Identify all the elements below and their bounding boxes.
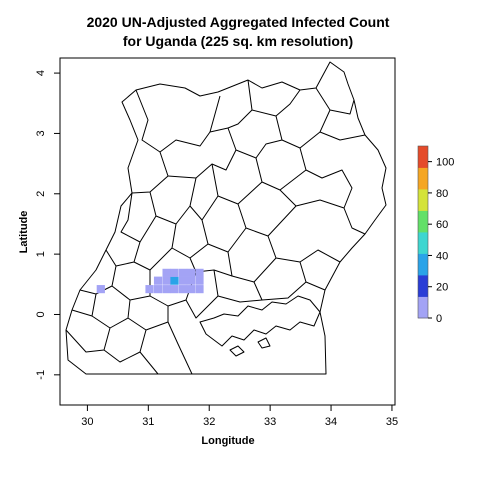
infected-cell <box>195 268 204 277</box>
infected-cell <box>178 285 188 294</box>
legend-color-step <box>418 232 428 254</box>
infected-cell <box>186 268 196 277</box>
chart-title-line1: 2020 UN-Adjusted Aggregated Infected Cou… <box>87 14 390 30</box>
legend-color-step <box>418 146 428 168</box>
legend-frame <box>417 145 429 319</box>
y-tick-label: 4 <box>35 70 47 76</box>
district-line <box>127 306 169 331</box>
district-line <box>319 131 366 141</box>
legend-tick-label: 60 <box>436 219 448 231</box>
x-axis: 30 31 32 33 34 35 <box>81 405 398 428</box>
legend-color-step <box>418 210 428 233</box>
infected-cell <box>170 285 179 294</box>
district-line <box>71 293 97 317</box>
district-line <box>213 269 263 303</box>
district-line <box>299 147 366 235</box>
infected-cell <box>153 276 163 285</box>
y-tick-label: 2 <box>35 191 47 197</box>
district-line <box>91 299 131 329</box>
district-line <box>201 219 247 253</box>
district-line <box>167 321 193 375</box>
district-line <box>299 261 326 291</box>
infected-cell <box>195 285 204 294</box>
infected-count-cells <box>96 268 204 294</box>
district-line <box>105 241 141 267</box>
district-line <box>171 223 209 259</box>
infected-cell <box>186 285 196 294</box>
district-line <box>131 151 169 194</box>
infected-cell <box>96 285 105 294</box>
district-line <box>149 191 191 225</box>
district-line <box>329 99 355 115</box>
district-line <box>237 203 297 237</box>
infected-cell <box>178 276 188 285</box>
district-line <box>120 192 157 243</box>
district-line <box>189 177 219 221</box>
y-tick-label: 3 <box>35 130 47 136</box>
x-tick-label: 33 <box>264 416 276 428</box>
infected-cell <box>170 268 179 277</box>
district-line <box>103 329 147 363</box>
y-tick-label: 0 <box>35 311 47 317</box>
infected-cell <box>162 268 171 277</box>
district-line <box>255 157 307 191</box>
lake-island <box>229 345 245 357</box>
district-line <box>253 281 307 301</box>
lake-victoria-shoreline <box>199 295 321 347</box>
infected-cell <box>195 276 204 285</box>
legend-color-step <box>418 253 428 276</box>
uganda-district-boundaries <box>65 61 387 375</box>
y-tick-label: 1 <box>35 251 47 257</box>
legend-tick-label: 80 <box>436 188 448 200</box>
district-line <box>211 163 263 205</box>
legend-tick-label: 40 <box>436 250 448 262</box>
legend-color-step <box>418 275 428 297</box>
district-line <box>189 257 233 277</box>
infected-cell <box>170 276 179 285</box>
y-axis: -1 0 1 2 3 4 <box>35 70 60 380</box>
lake-island <box>257 337 271 349</box>
district-line <box>279 189 345 209</box>
district-line <box>111 270 151 301</box>
infected-cell <box>178 268 188 277</box>
x-tick-label: 34 <box>325 416 337 428</box>
x-tick-label: 31 <box>142 416 154 428</box>
x-tick-label: 35 <box>386 416 398 428</box>
y-tick-label: -1 <box>35 370 47 380</box>
district-line <box>275 87 331 149</box>
district-line <box>251 89 301 117</box>
x-axis-label: Longitude <box>201 435 254 447</box>
district-line <box>185 295 219 319</box>
legend-color-step <box>418 167 428 190</box>
chart-title-line2: for Uganda (225 sq. km resolution) <box>123 33 353 49</box>
legend-tick-label: 0 <box>436 313 442 325</box>
infected-cell <box>186 276 196 285</box>
infected-cell <box>162 285 171 294</box>
infected-cell <box>145 285 154 294</box>
y-axis-label: Latitude <box>18 211 30 254</box>
district-line <box>167 127 237 179</box>
legend-color-step <box>418 296 428 319</box>
plot-frame <box>59 57 396 406</box>
district-line <box>227 79 253 129</box>
infected-cell <box>153 285 163 294</box>
infected-cell <box>162 276 171 285</box>
x-tick-label: 32 <box>203 416 215 428</box>
district-line <box>139 351 159 375</box>
district-line <box>135 89 221 153</box>
district-line <box>227 251 277 283</box>
color-legend: 0 20 40 60 80 100 <box>417 145 454 325</box>
legend-tick-label: 100 <box>436 157 454 169</box>
country-outline <box>65 61 387 375</box>
district-line <box>267 235 341 263</box>
x-tick-label: 30 <box>81 416 93 428</box>
district-line <box>65 327 111 353</box>
district-line <box>133 247 173 271</box>
legend-tick-label: 20 <box>436 282 448 294</box>
district-line <box>235 139 283 159</box>
legend-color-step <box>418 189 428 211</box>
